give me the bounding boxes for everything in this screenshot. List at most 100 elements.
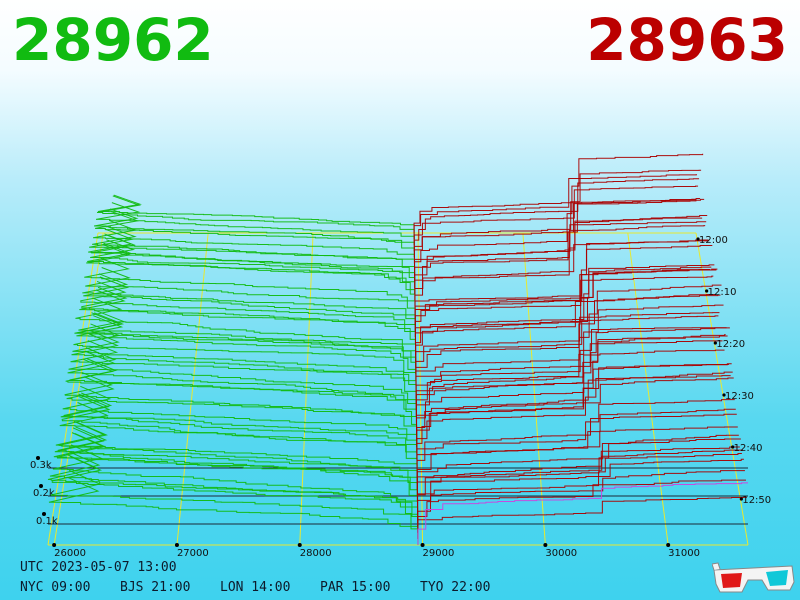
ask-depth-line	[415, 284, 722, 386]
utc-time: UTC 2023-05-07 13:00	[20, 560, 177, 575]
time-tick	[705, 289, 709, 293]
bid-depth-line	[51, 455, 419, 521]
bid-depth-line	[94, 210, 415, 252]
ask-depth-line	[413, 169, 702, 264]
ask-depth-line	[414, 225, 706, 289]
timezone-lon: LON 14:00	[220, 580, 291, 595]
bid-depth-line	[86, 244, 416, 307]
bid-depth-line	[67, 350, 417, 423]
bid-depth-line	[47, 453, 419, 545]
price-gridline	[53, 232, 104, 546]
price-tick-label: 31000	[668, 548, 700, 559]
bid-depth-line	[76, 315, 417, 368]
bid-depth-line	[60, 393, 418, 466]
ask-depth-line	[415, 327, 727, 417]
price-tick	[52, 543, 57, 547]
ask-depth-line	[414, 198, 705, 282]
price-tick-label: 26000	[54, 548, 86, 559]
price-gridline	[417, 232, 424, 546]
ask-depth-line	[413, 178, 700, 252]
timezone-bjs: BJS 21:00	[120, 580, 191, 595]
ask-depth-line	[413, 199, 696, 233]
time-tick-label: 12:50	[742, 495, 771, 506]
ask-depth-line	[414, 240, 710, 313]
bid-depth-line	[97, 194, 415, 233]
ask-depth-line	[414, 266, 712, 325]
depth-tick-label: 0.1k	[36, 516, 58, 527]
bid-depth-line	[90, 239, 416, 282]
bid-depth-line	[96, 195, 415, 240]
ask-depth-line	[413, 185, 699, 246]
price-gridline	[176, 232, 209, 546]
bid-depth-line	[50, 469, 419, 527]
price-gridline	[299, 232, 314, 546]
bid-depth-line	[88, 233, 416, 295]
ask-depth-line	[416, 363, 732, 448]
ask-depth-line	[416, 399, 735, 466]
bid-depth-line	[64, 372, 418, 441]
3d-glasses-icon[interactable]	[712, 560, 796, 596]
timezone-par: PAR 15:00	[320, 580, 391, 595]
price-tick	[543, 543, 548, 547]
ask-depth-line	[414, 269, 711, 319]
bid-depth-line	[87, 242, 416, 301]
price-tick-label: 29000	[423, 548, 455, 559]
bid-depth-line	[62, 385, 418, 454]
ask-depth-line	[417, 470, 745, 527]
bid-depth-line	[48, 476, 419, 539]
price-tick	[666, 543, 671, 547]
time-right-rail	[695, 232, 749, 546]
bid-depth-line	[58, 421, 418, 478]
price-tick	[174, 543, 179, 547]
ask-depth-line	[414, 264, 715, 344]
ask-depth-line	[414, 153, 704, 276]
bid-depth-line	[75, 297, 417, 374]
time-axis: 12:00 12:10 12:20 12:30 12:40 12:50	[696, 235, 771, 506]
depth-tick	[39, 484, 43, 488]
ask-depth-line	[415, 315, 719, 368]
price-tick-label: 30000	[545, 548, 577, 559]
bid-depth-lines	[47, 194, 419, 545]
bid-depth-line	[69, 358, 417, 411]
time-tick	[722, 393, 726, 397]
ask-price: 28963	[586, 6, 788, 74]
ask-depth-line	[415, 312, 720, 374]
ask-depth-line	[416, 452, 742, 509]
ask-depth-line	[416, 434, 739, 490]
price-axis: 26000 27000 28000 29000 30000 31000	[52, 543, 700, 559]
price-tick	[420, 543, 425, 547]
ask-depth-line	[416, 413, 737, 478]
ask-depth-line	[417, 458, 744, 521]
price-gridline	[627, 232, 669, 546]
time-tick-label: 12:40	[734, 443, 763, 454]
ask-depth-line	[414, 221, 707, 295]
price-tick	[297, 543, 302, 547]
ask-depth-line	[415, 294, 721, 380]
ask-depth-line	[414, 215, 708, 301]
ask-depth-line	[415, 335, 728, 423]
depth-tick	[42, 512, 46, 516]
ask-depth-line	[415, 334, 726, 411]
ask-depth-line	[415, 340, 723, 393]
ask-depth-line	[417, 449, 743, 515]
z-axis: 0.1k 0.2k 0.3k	[30, 456, 748, 527]
bid-depth-line	[54, 427, 418, 503]
ask-depth-line	[417, 479, 746, 533]
ask-depth-line	[416, 438, 741, 503]
depth-tick-label: 0.3k	[30, 460, 52, 471]
bid-depth-line	[93, 208, 415, 258]
ask-depth-line	[415, 268, 718, 362]
bid-depth-line	[79, 289, 417, 350]
time-tick-label: 12:30	[725, 391, 754, 402]
ask-depth-line	[415, 304, 724, 399]
bid-depth-line	[68, 347, 417, 417]
bid-depth-line	[93, 219, 415, 264]
bid-depth-line	[92, 226, 416, 270]
latest-ask-line	[417, 482, 748, 545]
bid-depth-line	[52, 444, 419, 515]
time-tick	[713, 341, 717, 345]
bid-depth-line	[53, 432, 418, 509]
ask-depth-line	[413, 197, 701, 258]
ask-depth-line	[416, 377, 734, 460]
